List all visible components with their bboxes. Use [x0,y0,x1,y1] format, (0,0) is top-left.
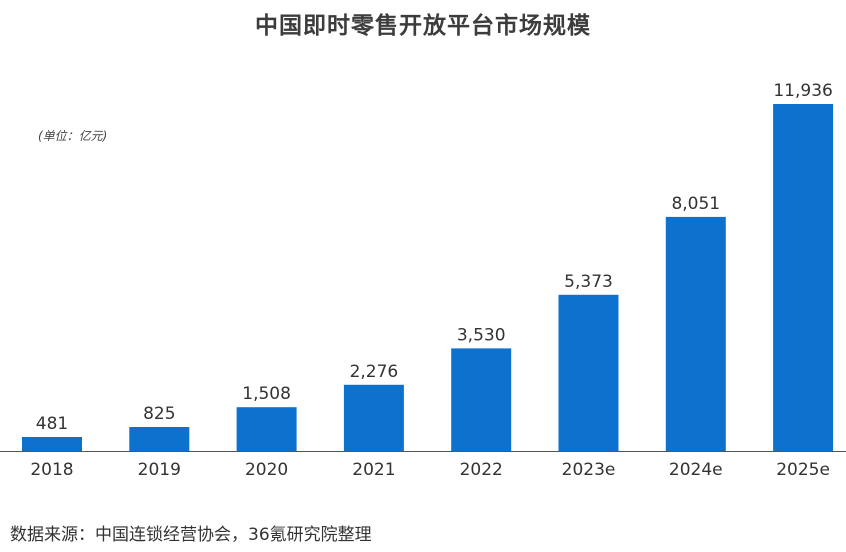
x-tick-2020: 2020 [245,460,288,480]
value-label-2021: 2,276 [350,362,399,382]
bar-2023e [558,294,619,451]
x-tick-2025e: 2025e [776,460,830,480]
x-tick-2023e: 2023e [562,460,616,480]
bar-2024e [665,216,726,451]
bars-group [22,104,834,451]
value-labels-group: 481 825 1,508 2,276 3,530 5,373 8,051 11,936 [36,81,833,434]
value-label-2023e: 5,373 [564,272,613,292]
chart-title: 中国即时零售开放平台市场规模 [255,13,591,39]
x-tick-2021: 2021 [352,460,395,480]
bar-2025e [773,104,834,451]
value-label-2020: 1,508 [242,384,291,404]
bar-2021 [343,384,404,451]
bar-2022 [451,348,512,451]
x-tick-2024e: 2024e [669,460,723,480]
bar-2020 [236,407,297,451]
value-label-2025e: 11,936 [773,81,832,101]
bar-2018 [22,437,82,451]
x-tick-2022: 2022 [460,460,503,480]
x-tick-2019: 2019 [138,460,181,480]
value-label-2019: 825 [143,404,175,424]
value-label-2018: 481 [36,414,68,434]
x-tick-2018: 2018 [30,460,73,480]
value-label-2022: 3,530 [457,325,506,345]
value-label-2024e: 8,051 [671,194,720,214]
unit-note: (单位：亿元) [38,129,108,143]
source-note: 数据来源：中国连锁经营协会，36氪研究院整理 [10,525,372,545]
bar-2019 [129,427,190,451]
x-tick-labels-group: 2018 2019 2020 2021 2022 2023e 2024e 2025e [30,460,830,480]
